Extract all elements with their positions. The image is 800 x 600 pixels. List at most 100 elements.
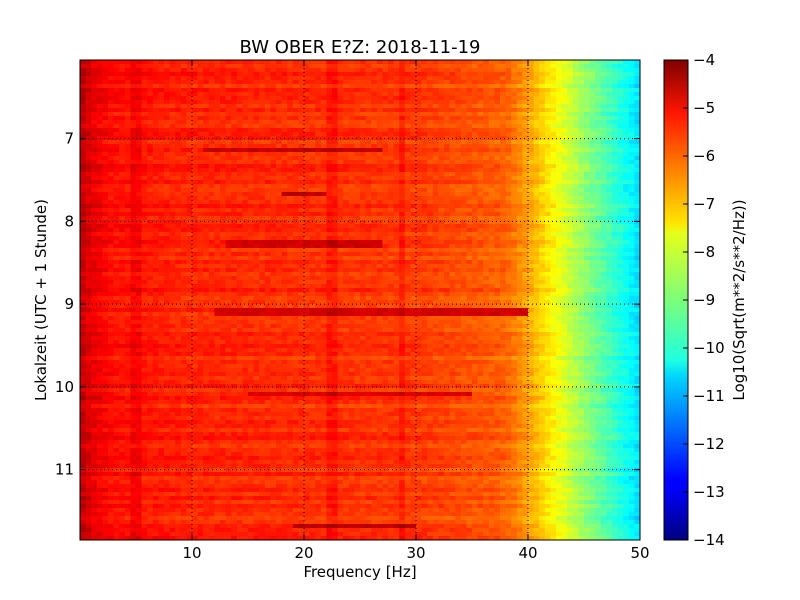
heatmap-cell [203, 216, 210, 221]
heatmap-cell [617, 72, 624, 77]
heatmap-cell [617, 152, 624, 157]
heatmap-cell [242, 72, 249, 77]
heatmap-cell [80, 140, 87, 145]
heatmap-cell [270, 124, 277, 129]
heatmap-cell [197, 176, 204, 181]
heatmap-cell [539, 140, 546, 145]
heatmap-cell [427, 184, 434, 189]
heatmap-cell [113, 200, 120, 205]
heatmap-cell [231, 232, 238, 237]
heatmap-cell [208, 136, 215, 141]
heatmap-cell [158, 140, 165, 145]
heatmap-cell [203, 76, 210, 81]
heatmap-cell [337, 220, 344, 225]
heatmap-cell [147, 80, 154, 85]
heatmap-cell [348, 120, 355, 125]
heatmap-cell [236, 200, 243, 205]
heatmap-cell [522, 92, 529, 97]
heatmap-cell [606, 188, 613, 193]
heatmap-cell [292, 160, 299, 165]
heatmap-cell [320, 88, 327, 93]
heatmap-cell [248, 200, 255, 205]
heatmap-cell [343, 60, 350, 65]
heatmap-cell [488, 200, 495, 205]
heatmap-cell [393, 220, 400, 225]
heatmap-cell [80, 164, 87, 169]
heatmap-cell [164, 64, 171, 69]
heatmap-cell [623, 144, 630, 149]
heatmap-cell [354, 60, 361, 65]
heatmap-cell [130, 132, 137, 137]
heatmap-cell [231, 236, 238, 241]
heatmap-cell [292, 76, 299, 81]
heatmap-cell [376, 160, 383, 165]
heatmap-cell [119, 128, 126, 133]
heatmap-cell [600, 204, 607, 209]
heatmap-cell [208, 124, 215, 129]
heatmap-cell [410, 116, 417, 121]
heatmap-cell [556, 228, 563, 233]
heatmap-cell [315, 188, 322, 193]
heatmap-cell [348, 112, 355, 117]
heatmap-cell [141, 180, 148, 185]
heatmap-cell [595, 256, 602, 261]
heatmap-cell [550, 152, 557, 157]
heatmap-cell [477, 248, 484, 253]
heatmap-cell [623, 204, 630, 209]
heatmap-cell [332, 240, 339, 245]
heatmap-cell [612, 180, 619, 185]
heatmap-cell [376, 204, 383, 209]
heatmap-cell [169, 216, 176, 221]
heatmap-cell [533, 228, 540, 233]
heatmap-cell [80, 72, 87, 77]
heatmap-cell [600, 136, 607, 141]
heatmap-cell [365, 176, 372, 181]
heatmap-cell [600, 104, 607, 109]
heatmap-cell [141, 132, 148, 137]
heatmap-cell [444, 252, 451, 257]
heatmap-cell [606, 240, 613, 245]
heatmap-cell [80, 104, 87, 109]
heatmap-cell [522, 160, 529, 165]
heatmap-cell [281, 196, 288, 201]
heatmap-cell [606, 184, 613, 189]
heatmap-cell [152, 220, 159, 225]
heatmap-cell [158, 120, 165, 125]
heatmap-cell [292, 128, 299, 133]
heatmap-cell [203, 244, 210, 249]
heatmap-cell [85, 68, 92, 73]
heatmap-cell [589, 92, 596, 97]
heatmap-cell [410, 176, 417, 181]
heatmap-cell [634, 232, 640, 237]
heatmap-cell [589, 164, 596, 169]
heatmap-cell [360, 160, 367, 165]
heatmap-cell [152, 68, 159, 73]
heatmap-cell [623, 108, 630, 113]
heatmap-cell [108, 256, 115, 261]
heatmap-cell [416, 116, 423, 121]
heatmap-cell [354, 256, 361, 261]
heatmap-cell [192, 172, 199, 177]
heatmap-cell [421, 92, 428, 97]
heatmap-cell [136, 216, 143, 221]
heatmap-cell [354, 104, 361, 109]
heatmap-cell [147, 244, 154, 249]
heatmap-cell [236, 248, 243, 253]
heatmap-cell [455, 212, 462, 217]
heatmap-cell [500, 64, 507, 69]
heatmap-cell [550, 160, 557, 165]
heatmap-cell [449, 124, 456, 129]
heatmap-cell [477, 92, 484, 97]
heatmap-cell [91, 212, 98, 217]
heatmap-cell [270, 200, 277, 205]
heatmap-cell [393, 128, 400, 133]
heatmap-cell [141, 68, 148, 73]
heatmap-cell [197, 208, 204, 213]
heatmap-cell [584, 208, 591, 213]
heatmap-cell [578, 240, 585, 245]
heatmap-cell [505, 256, 512, 261]
heatmap-cell [96, 164, 103, 169]
heatmap-cell [606, 224, 613, 229]
heatmap-cell [208, 192, 215, 197]
heatmap-cell [309, 132, 316, 137]
